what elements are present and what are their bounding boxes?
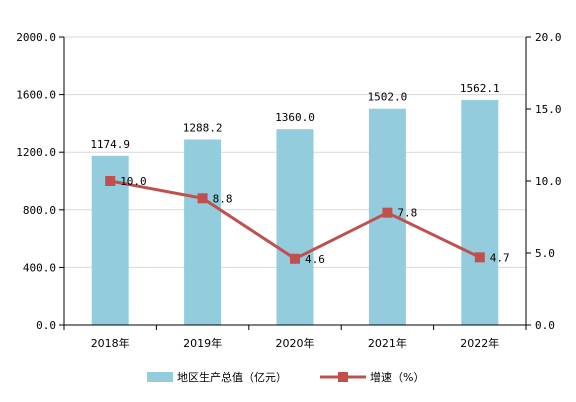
y-left-tick-label: 2000.0: [16, 31, 56, 44]
bar-series: [91, 100, 499, 325]
legend: 地区生产总值（亿元） 增速（%）: [147, 370, 424, 384]
legend-label-line: 增速（%）: [370, 370, 424, 384]
growth-point-2021年: [382, 207, 393, 218]
growth-point-2019年: [197, 193, 208, 204]
y-left-tick-label: 400.0: [23, 261, 56, 274]
y-right-tick-label: 5.0: [535, 247, 555, 260]
y-right-tick-label: 20.0: [535, 31, 562, 44]
x-tick-label: 2021年: [368, 336, 407, 350]
bar-value-label: 1288.2: [183, 121, 223, 134]
y-right-tick-label: 10.0: [535, 175, 562, 188]
x-tick-label: 2020年: [276, 336, 315, 350]
growth-value-label: 4.7: [490, 251, 510, 264]
growth-point-2020年: [290, 253, 300, 264]
line-series: [105, 176, 485, 264]
y-left-tick-label: 1600.0: [16, 89, 56, 102]
data-labels: 1174.9 1288.2 1360.0 1502.0 1562.1 10.0 8.8 4.6…: [90, 82, 509, 266]
legend-swatch-marker: [338, 372, 348, 382]
legend-swatch-bar: [147, 372, 173, 382]
bar-value-label: 1174.9: [90, 138, 130, 151]
growth-value-label: 8.8: [213, 192, 233, 205]
bar-value-label: 1502.0: [368, 91, 408, 104]
bar-2022年: [461, 100, 499, 325]
bar-2019年: [184, 139, 222, 325]
growth-point-2022年: [474, 252, 485, 263]
x-tick-label: 2019年: [183, 336, 222, 350]
bar-2020年: [276, 129, 314, 325]
y-right-tick-label: 0.0: [535, 319, 555, 332]
y-left-tick-label: 800.0: [23, 204, 56, 217]
axes: 0.0 400.0 800.0 1200.0 1600.0 2000.0 0.0 5.0 10.…: [16, 31, 561, 350]
growth-value-label: 4.6: [305, 253, 325, 266]
legend-label-bar: 地区生产总值（亿元）: [177, 370, 287, 384]
growth-value-label: 7.8: [397, 207, 417, 220]
x-tick-label: 2018年: [91, 336, 130, 350]
bar-value-label: 1360.0: [275, 111, 315, 124]
y-right-tick-label: 15.0: [535, 103, 562, 116]
growth-point-2018年: [105, 176, 116, 186]
bar-value-label: 1562.1: [460, 82, 500, 95]
y-left-tick-label: 1200.0: [16, 146, 56, 159]
y-left-tick-label: 0.0: [36, 319, 56, 332]
growth-value-label: 10.0: [120, 175, 147, 188]
x-tick-label: 2022年: [460, 336, 499, 350]
